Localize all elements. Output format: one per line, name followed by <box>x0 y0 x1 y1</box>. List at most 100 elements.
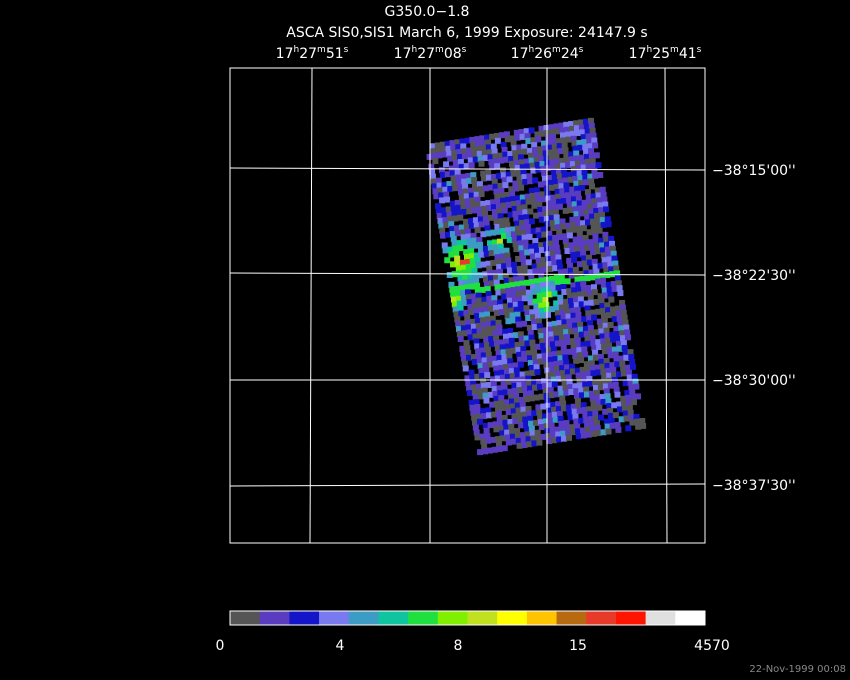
pixel <box>492 300 499 307</box>
pixel <box>528 243 535 250</box>
pixel <box>549 366 556 373</box>
ra-label-part: s <box>462 45 467 55</box>
pixel <box>603 236 610 243</box>
pixel <box>449 231 456 238</box>
pixel <box>571 408 578 415</box>
pixel <box>484 286 491 293</box>
pixel <box>540 342 547 349</box>
pixel <box>546 412 553 419</box>
pixel <box>514 311 521 318</box>
pixel <box>470 318 477 325</box>
pixel <box>485 230 492 237</box>
pixel <box>635 393 642 400</box>
pixel <box>601 287 608 294</box>
pixel <box>588 299 595 306</box>
pixel <box>511 413 518 420</box>
pixel <box>463 218 470 225</box>
pixel <box>574 423 581 430</box>
pixel <box>494 137 501 144</box>
pixel <box>585 431 592 438</box>
pixel <box>529 253 536 260</box>
pixel <box>585 194 592 201</box>
pixel <box>560 137 567 144</box>
pixel <box>485 144 492 151</box>
pixel <box>557 385 564 392</box>
pixel <box>578 301 585 308</box>
pixel <box>497 268 504 275</box>
pixel <box>494 193 501 200</box>
pixel <box>534 369 541 376</box>
pixel <box>564 126 571 133</box>
pixel <box>541 140 548 147</box>
pixel <box>492 183 499 190</box>
pixel <box>440 232 447 239</box>
pixel <box>600 282 607 289</box>
pixel <box>481 210 488 217</box>
pixel <box>530 167 537 174</box>
pixel <box>465 380 472 387</box>
pixel <box>461 239 468 246</box>
pixel <box>543 241 550 248</box>
pixel <box>544 428 551 435</box>
pixel <box>586 138 593 145</box>
pixel <box>567 414 574 421</box>
pixel <box>593 389 600 396</box>
pixel <box>472 217 479 224</box>
pixel <box>470 263 477 270</box>
pixel <box>485 169 492 176</box>
pixel <box>475 322 482 329</box>
pixel <box>479 317 486 324</box>
pixel <box>514 372 521 379</box>
pixel <box>556 406 563 413</box>
pixel <box>467 304 474 311</box>
pixel <box>569 161 576 168</box>
pixel <box>445 206 452 213</box>
pixel <box>578 210 585 217</box>
pixel <box>517 270 524 277</box>
pixel <box>563 329 570 336</box>
pixel <box>454 255 461 262</box>
pixel <box>548 275 555 282</box>
pixel <box>526 350 533 357</box>
pixel <box>451 240 458 247</box>
pixel <box>460 350 467 357</box>
pixel <box>487 240 494 247</box>
pixel <box>520 285 527 292</box>
colorbar-swatch <box>675 611 706 625</box>
pixel <box>456 270 463 277</box>
pixel <box>579 366 586 373</box>
pixel <box>602 322 609 329</box>
pixel <box>505 171 512 178</box>
pixel <box>530 283 537 290</box>
pixel <box>536 262 543 269</box>
pixel <box>605 312 612 319</box>
pixel <box>439 171 446 178</box>
pixel <box>509 342 516 349</box>
pixel <box>582 325 589 332</box>
pixel <box>477 449 484 456</box>
pixel <box>532 177 539 184</box>
pixel <box>528 157 535 164</box>
pixel <box>491 386 498 393</box>
pixel <box>487 214 494 221</box>
pixel <box>480 322 487 329</box>
colorbar-label: 8 <box>454 638 463 654</box>
pixel <box>616 285 623 292</box>
pixel <box>484 372 491 379</box>
pixel <box>546 200 553 207</box>
pixel <box>499 283 506 290</box>
pixel <box>550 194 557 201</box>
pixel <box>630 394 637 401</box>
pixel <box>611 371 618 378</box>
pixel <box>531 324 538 331</box>
pixel <box>523 158 530 165</box>
pixel <box>450 145 457 152</box>
pixel <box>449 226 456 233</box>
pixel <box>591 289 598 296</box>
pixel <box>546 351 553 358</box>
pixel <box>548 124 555 131</box>
pixel <box>513 276 520 283</box>
pixel <box>589 274 596 281</box>
pixel <box>523 128 530 135</box>
pixel <box>535 434 542 441</box>
